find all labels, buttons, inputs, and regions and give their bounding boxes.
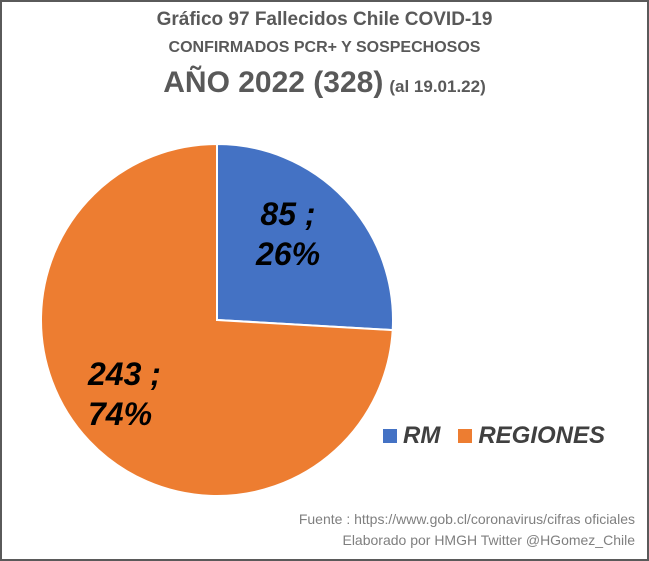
chart-year-title: AÑO 2022 (328) (al 19.01.22) xyxy=(2,66,647,100)
author-line: Elaborado por HMGH Twitter @HGomez_Chile xyxy=(342,532,635,548)
date-note: (al 19.01.22) xyxy=(389,77,486,96)
source-line: Fuente : https://www.gob.cl/coronavirus/… xyxy=(298,511,635,527)
chart-legend: RM REGIONES xyxy=(383,422,623,450)
legend-item-rm: RM xyxy=(383,422,440,450)
rm-percent-label: 26% xyxy=(255,236,321,272)
pie-slice-regiones xyxy=(40,142,394,497)
regiones-data-label: 243 ; 74% xyxy=(88,354,218,434)
legend-item-regiones: REGIONES xyxy=(458,422,605,450)
chart-subtitle: CONFIRMADOS PCR+ Y SOSPECHOSOS xyxy=(168,39,481,56)
legend-label-regiones: REGIONES xyxy=(478,422,606,449)
legend-label-rm: RM xyxy=(403,422,441,449)
legend-swatch-rm xyxy=(383,429,397,443)
source-note: Fuente : https://www.gob.cl/coronavirus/… xyxy=(299,509,635,551)
year-total: AÑO 2022 (328) xyxy=(163,66,384,99)
rm-data-label: 85 ; 26% xyxy=(230,194,346,274)
rm-value-label: 85 ; xyxy=(260,196,316,232)
regiones-percent-label: 74% xyxy=(88,396,153,432)
chart-title: Gráfico 97 Fallecidos Chile COVID-19 xyxy=(156,9,493,30)
pie-slice-rm xyxy=(216,142,394,332)
regiones-value-label: 243 ; xyxy=(88,356,161,392)
legend-swatch-regiones xyxy=(458,429,473,443)
